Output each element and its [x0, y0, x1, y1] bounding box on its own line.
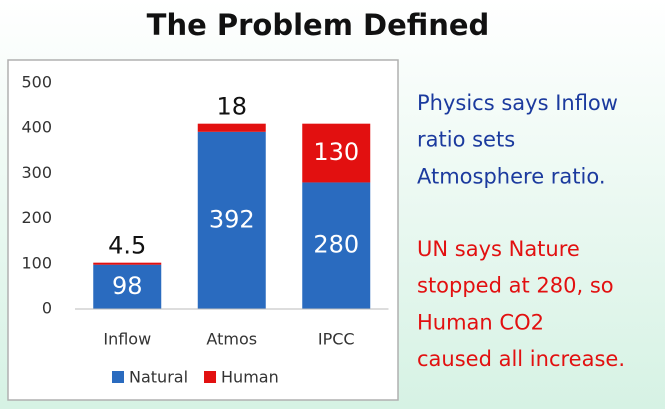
bar-segment: [302, 123, 371, 183]
side-text-line: Physics says Inflow: [417, 91, 618, 115]
slide-title: The Problem Defined: [147, 8, 490, 42]
x-tick-label: Inflow: [103, 330, 151, 349]
y-tick-label: 400: [21, 118, 52, 137]
y-tick-label: 200: [21, 208, 52, 227]
side-text-line: Human CO2: [417, 310, 544, 334]
bar-segment: [302, 182, 371, 309]
legend-swatch: [204, 371, 217, 383]
side-text-line: caused all increase.: [417, 347, 625, 371]
y-tick-label: 300: [21, 163, 52, 182]
x-tick-label: Atmos: [206, 330, 257, 349]
y-tick-label: 500: [21, 73, 52, 92]
value-label: 4.5: [108, 232, 146, 260]
y-tick-label: 0: [42, 299, 52, 318]
value-label: 18: [216, 93, 247, 121]
legend-label: Natural: [129, 368, 188, 387]
bar-segment: [93, 264, 162, 309]
value-label: 392: [209, 205, 255, 233]
bar-segment: [197, 131, 266, 309]
side-text-line: UN says Nature: [417, 237, 580, 261]
legend-swatch: [112, 371, 124, 383]
bar-segment: [93, 262, 162, 265]
value-label: 280: [313, 231, 359, 259]
x-tick-label: IPCC: [318, 330, 355, 349]
side-text-line: Atmosphere ratio.: [417, 164, 606, 188]
bar-segment: [197, 123, 266, 132]
y-tick-label: 100: [21, 253, 52, 272]
side-text-line: ratio sets: [417, 128, 515, 152]
legend-label: Human: [221, 368, 279, 387]
value-label: 130: [313, 138, 359, 166]
side-text-line: stopped at 280, so: [417, 274, 614, 298]
value-label: 98: [112, 272, 143, 300]
